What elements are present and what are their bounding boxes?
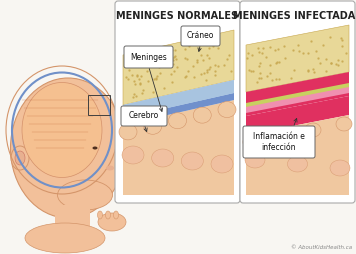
Text: © AboutKidsHealth.ca: © AboutKidsHealth.ca	[291, 245, 352, 250]
Ellipse shape	[93, 147, 98, 150]
Ellipse shape	[25, 223, 105, 253]
Ellipse shape	[106, 166, 114, 170]
Ellipse shape	[10, 78, 126, 218]
Text: Meninges: Meninges	[130, 53, 167, 61]
Ellipse shape	[330, 160, 350, 176]
Ellipse shape	[305, 123, 321, 137]
Ellipse shape	[114, 211, 119, 219]
Ellipse shape	[15, 151, 25, 165]
Polygon shape	[246, 87, 349, 113]
Polygon shape	[246, 115, 349, 195]
FancyBboxPatch shape	[115, 1, 240, 203]
Text: MENINGES NORMALES: MENINGES NORMALES	[116, 11, 239, 21]
Text: Cerebro: Cerebro	[129, 112, 159, 120]
Ellipse shape	[122, 146, 144, 164]
Polygon shape	[246, 83, 349, 110]
Polygon shape	[123, 80, 234, 118]
FancyBboxPatch shape	[124, 46, 173, 68]
FancyBboxPatch shape	[240, 1, 355, 203]
Text: Cráneo: Cráneo	[187, 31, 214, 40]
Ellipse shape	[288, 156, 308, 172]
FancyBboxPatch shape	[181, 26, 220, 46]
Ellipse shape	[98, 211, 103, 219]
Polygon shape	[123, 80, 234, 125]
Ellipse shape	[152, 149, 174, 167]
FancyBboxPatch shape	[121, 106, 167, 126]
Text: MENINGES INFECTADAS: MENINGES INFECTADAS	[233, 11, 356, 21]
Polygon shape	[123, 100, 234, 195]
Ellipse shape	[144, 118, 162, 134]
Text: Inflamación e
infección: Inflamación e infección	[253, 132, 305, 152]
Polygon shape	[246, 25, 349, 92]
Ellipse shape	[243, 135, 259, 149]
Ellipse shape	[168, 113, 187, 129]
Ellipse shape	[193, 107, 211, 123]
Ellipse shape	[119, 124, 137, 140]
Ellipse shape	[98, 213, 126, 231]
Polygon shape	[123, 93, 234, 125]
Bar	[88, 95, 110, 115]
Ellipse shape	[22, 83, 102, 178]
Ellipse shape	[336, 117, 352, 131]
Ellipse shape	[211, 155, 233, 173]
Polygon shape	[246, 96, 349, 135]
Ellipse shape	[105, 211, 110, 219]
Ellipse shape	[218, 102, 236, 118]
Polygon shape	[123, 30, 234, 105]
Ellipse shape	[58, 180, 112, 210]
Ellipse shape	[11, 146, 29, 170]
FancyBboxPatch shape	[243, 126, 315, 158]
Polygon shape	[246, 72, 349, 116]
Ellipse shape	[245, 152, 265, 168]
Ellipse shape	[274, 129, 290, 143]
Ellipse shape	[181, 152, 203, 170]
Bar	[55, 205, 90, 230]
